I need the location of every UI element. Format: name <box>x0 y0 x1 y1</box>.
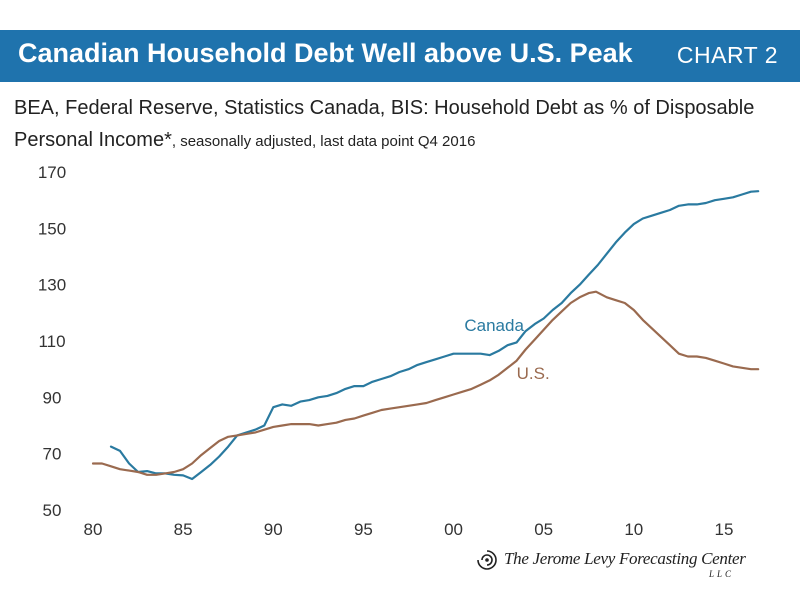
series-line-canada <box>109 190 760 481</box>
y-tick-label: 110 <box>38 332 65 351</box>
x-tick-label: 85 <box>174 520 193 539</box>
subtitle-note: , seasonally adjusted, last data point Q… <box>171 133 476 150</box>
x-tick-label: 00 <box>444 520 463 539</box>
publisher-logo: The Jerome Levy Forecasting Center LLC <box>474 545 774 585</box>
chart-number: CHART 2 <box>676 42 778 68</box>
y-tick-label: 130 <box>38 276 66 295</box>
levy-swirl-icon <box>477 550 497 570</box>
series-label: U.S. <box>517 364 550 383</box>
y-tick-label: 50 <box>43 501 62 520</box>
x-tick-label: 05 <box>534 520 553 539</box>
subtitle-main: BEA, Federal Reserve, Statistics Canada,… <box>14 97 755 151</box>
x-tick-label: 90 <box>264 520 283 539</box>
y-tick-label: 170 <box>38 163 66 182</box>
title-banner: Canadian Household Debt Well above U.S. … <box>0 30 800 82</box>
x-tick-label: 80 <box>84 520 103 539</box>
x-tick-label: 15 <box>714 520 733 539</box>
y-tick-label: 90 <box>43 388 62 407</box>
x-tick-label: 10 <box>624 520 643 539</box>
x-tick-label: 95 <box>354 520 373 539</box>
axis-ticks: 50 70 90 110 130 150 170 80 85 90 95 00 05 10 15 <box>38 163 734 539</box>
series-lines <box>91 190 760 481</box>
logo-name: The Jerome Levy Forecasting Center <box>504 549 746 568</box>
logo-llc: LLC <box>709 569 735 579</box>
series-line-us <box>91 290 760 476</box>
chart-title: Canadian Household Debt Well above U.S. … <box>18 38 633 68</box>
chart-subtitle: BEA, Federal Reserve, Statistics Canada,… <box>14 92 784 158</box>
y-tick-label: 150 <box>38 219 66 238</box>
series-labels: Canada U.S. <box>464 316 549 383</box>
y-tick-label: 70 <box>43 445 62 464</box>
series-label: Canada <box>464 316 524 335</box>
